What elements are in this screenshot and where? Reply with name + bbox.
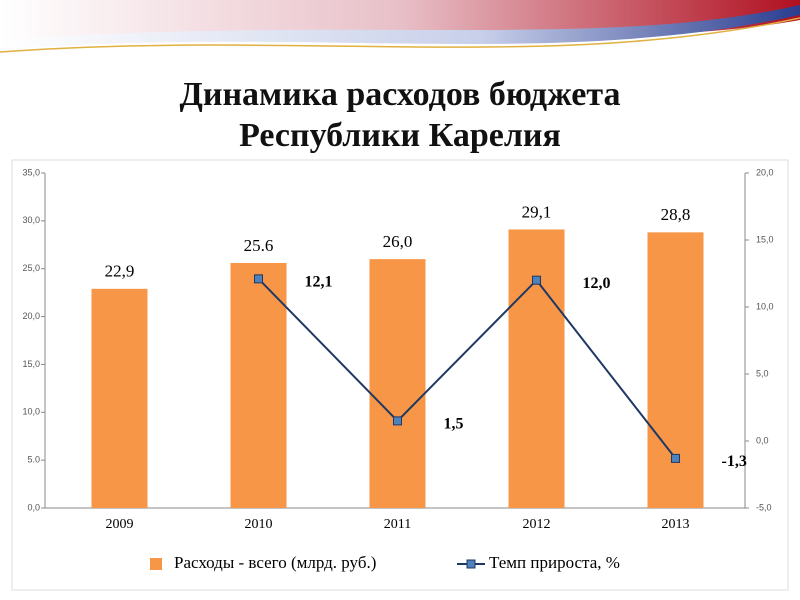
bar — [508, 229, 565, 508]
line-value-label: 1,5 — [444, 416, 464, 433]
legend-label: Темп прироста, % — [489, 553, 620, 572]
line — [257, 278, 677, 460]
line-marker — [393, 416, 402, 426]
y-tick-label: 35,0 — [22, 167, 40, 177]
line-marker — [532, 275, 541, 285]
x-tick-label: 2013 — [662, 517, 690, 532]
y-tick-label: 30,0 — [22, 215, 40, 225]
bar-value-label: 25.6 — [244, 236, 274, 255]
bar — [230, 262, 287, 508]
plot-frame — [11, 159, 789, 591]
legend-label: Расходы - всего (млрд. руб.) — [174, 553, 376, 572]
line-value-label: -1,3 — [722, 453, 747, 470]
x-tick-label: 2010 — [245, 517, 273, 532]
line-marker — [671, 453, 680, 463]
bar-value-label: 22,9 — [105, 262, 135, 281]
bar — [91, 288, 148, 508]
y-tick-label: 10,0 — [22, 407, 40, 417]
y-tick-label: 25,0 — [22, 263, 40, 273]
bar — [647, 232, 704, 509]
bar-value-label: 26,0 — [383, 232, 413, 251]
bar-value-label: 28,8 — [661, 205, 691, 224]
y-tick-label: 20,0 — [22, 311, 40, 321]
bar — [369, 259, 426, 508]
y2-tick-label: 10,0 — [756, 301, 774, 311]
y2-tick-label: -5,0 — [756, 502, 772, 512]
line-marker — [254, 274, 263, 284]
legend-swatch — [150, 558, 162, 570]
chart-title: Динамика расходов бюджета — [179, 76, 620, 113]
x-tick-label: 2011 — [384, 517, 411, 532]
line-value-label: 12,1 — [305, 274, 333, 291]
y-tick-label: 5.0 — [27, 455, 40, 465]
header-line — [0, 17, 800, 53]
y2-tick-label: 20,0 — [756, 167, 774, 177]
y2-tick-label: 15,0 — [756, 234, 774, 244]
x-tick-label: 2012 — [523, 517, 551, 532]
x-tick-label: 2009 — [106, 517, 134, 532]
y2-tick-label: 0,0 — [756, 435, 769, 445]
bar-value-label: 29,1 — [522, 202, 552, 221]
y2-tick-label: 5,0 — [756, 368, 769, 378]
chart-title: Республики Карелия — [239, 117, 561, 154]
legend-swatch — [466, 559, 476, 569]
header-wave — [0, 5, 800, 50]
y-tick-label: 0,0 — [27, 502, 40, 512]
line-value-label: 12,0 — [583, 275, 611, 292]
y-tick-label: 15,0 — [22, 359, 40, 369]
